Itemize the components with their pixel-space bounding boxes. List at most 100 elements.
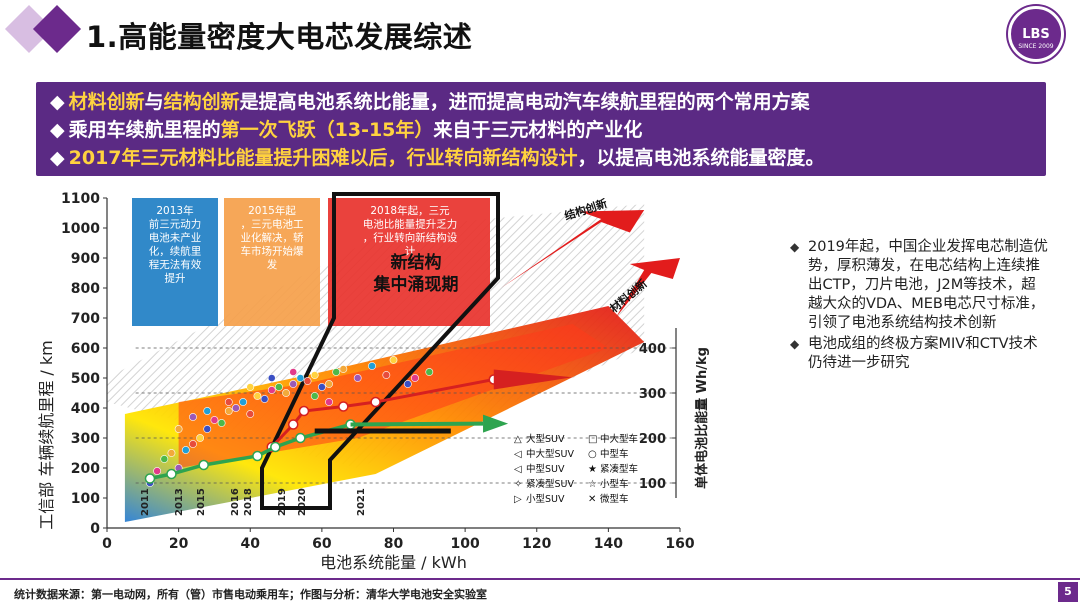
vehicle-point — [267, 386, 276, 394]
region-label-line2: 集中涌现期 — [373, 274, 459, 295]
vehicle-point — [246, 410, 255, 418]
legend-symbol: △ — [514, 434, 522, 445]
red-series-arrowhead — [493, 369, 573, 390]
vehicle-point — [339, 365, 348, 373]
vehicle-point — [289, 368, 298, 376]
legend-symbol: ☆ — [588, 479, 597, 490]
bullet-part: 新结构设计 — [482, 147, 578, 169]
year-label: 2011 — [140, 488, 151, 516]
page-title: 1.高能量密度大电芯发展综述 — [86, 20, 473, 54]
side-note-1: ◆ 2019年起，中国企业发挥电芯制造优势，厚积薄发，在电芯结构上连续推出CTP，… — [788, 238, 1048, 333]
vehicle-point — [310, 371, 319, 379]
y2-tick-label: 400 — [639, 342, 666, 357]
vehicle-point — [153, 467, 162, 475]
year-label: 2020 — [297, 488, 308, 516]
green-series-point — [166, 468, 177, 480]
legend-label: 大型SUV — [526, 433, 565, 445]
side-note-2-text: 电池成组的终极方案MIV和CTV技术仍待进一步研究 — [808, 336, 1038, 371]
vehicle-point — [267, 374, 276, 382]
green-series-point — [144, 473, 156, 484]
page-number: 5 — [1058, 582, 1078, 602]
vehicle-point — [189, 440, 197, 448]
bullet-line-1: ◆ 材料创新与结构创新是提高电池系统比能量，进而提高电动汽车续航里程的两个常用方案 — [50, 88, 1032, 116]
vehicle-point — [317, 383, 326, 391]
side-note-1-text: 2019年起，中国企业发挥电芯制造优势，厚积薄发，在电芯结构上连续推出CTP，刀… — [808, 239, 1048, 331]
chart-svg: 2013年前三元动力电池未产业化，续航里程无法有效提升 2015年起，三元电池工业… — [37, 191, 710, 572]
legend-symbol: ◁ — [514, 449, 522, 460]
vehicle-point — [174, 425, 183, 433]
vehicle-point — [425, 368, 434, 376]
y2-axis-label: 单体电池比能量 Wh/kg — [694, 347, 710, 489]
vehicle-point — [224, 398, 233, 406]
legend-symbol: ○ — [588, 449, 597, 460]
legend-label: 小型车 — [600, 478, 629, 490]
green-series-point — [295, 432, 306, 444]
vehicle-point — [189, 413, 197, 421]
x-tick-label: 0 — [102, 536, 112, 552]
green-series-point — [198, 459, 209, 471]
structure-innovation-arrow — [500, 210, 645, 288]
annotation-box-1 — [132, 198, 218, 326]
vehicle-point — [389, 356, 398, 364]
x-tick-label: 140 — [594, 536, 623, 552]
annotation-text-3: 2018年起，三元电池比能量提升乏力，行业转向新结构设计 — [363, 204, 458, 258]
bullet-part: 乘用车续航里程的 — [68, 119, 221, 141]
summary-bullets: ◆ 材料创新与结构创新是提高电池系统比能量，进而提高电动汽车续航里程的两个常用方案… — [36, 82, 1046, 176]
legend-symbol: ◁ — [514, 464, 522, 475]
legend-symbol: ▷ — [514, 494, 522, 505]
vehicle-point — [167, 449, 176, 457]
bullet-3-text: 2017年三元材料比能量提升困难以后，行业转向新结构设计，以提高电池系统能量密度… — [69, 147, 825, 169]
x-tick-label: 80 — [384, 536, 404, 552]
x-tick-label: 60 — [312, 536, 332, 552]
annotation-box-3 — [328, 198, 490, 326]
year-label: 2013 — [174, 488, 185, 516]
legend-label: 紧凑型车 — [600, 463, 638, 475]
annotation-box-2 — [224, 198, 320, 326]
green-series-point — [270, 441, 281, 453]
y-tick-label: 600 — [71, 341, 100, 357]
vehicle-point — [289, 380, 298, 388]
note-diamond-icon: ◆ — [790, 240, 800, 254]
annotation-text-1: 2013年前三元动力电池未产业化，续航里程无法有效提升 — [149, 204, 202, 285]
side-note-2: ◆ 电池成组的终极方案MIV和CTV技术仍待进一步研究 — [788, 335, 1048, 373]
x-tick-label: 160 — [665, 536, 694, 552]
vehicle-point — [160, 455, 169, 463]
x-tick-label: 120 — [522, 536, 551, 552]
legend-symbol: ✧ — [514, 479, 522, 490]
legend-label: 中型车 — [600, 448, 629, 460]
red-series-point — [287, 419, 299, 430]
lbs-logo-since: SINCE 2009 — [1018, 43, 1054, 50]
vehicle-point — [260, 395, 269, 403]
side-notes: ◆ 2019年起，中国企业发挥电芯制造优势，厚积薄发，在电芯结构上连续推出CTP，… — [788, 238, 1048, 375]
x-tick-label: 100 — [451, 536, 480, 552]
vehicle-point — [203, 425, 212, 433]
legend-symbol: □ — [588, 434, 597, 445]
y-axis-label: 工信部 车辆续航里程 / km — [37, 340, 56, 530]
vehicle-point — [203, 407, 212, 415]
bullet-part: 结构创新 — [163, 91, 240, 113]
vehicle-point — [310, 392, 319, 400]
green-arrow-shaft — [350, 421, 484, 427]
vehicle-point — [181, 446, 190, 454]
legend-label: 中型SUV — [526, 463, 565, 475]
vehicle-point — [382, 371, 391, 379]
bullet-diamond-icon: ◆ — [50, 91, 65, 113]
logo-diamond-dark — [32, 4, 82, 54]
y-tick-label: 1000 — [61, 221, 100, 237]
year-label: 2021 — [356, 488, 367, 516]
year-label: 2018 — [243, 488, 254, 516]
y2-tick-label: 100 — [639, 477, 666, 492]
y-tick-label: 200 — [71, 461, 100, 477]
x-axis-label: 电池系统能量 / kWh — [320, 553, 467, 572]
bullet-line-2: ◆ 乘用车续航里程的第一次飞跃（13-15年）来自于三元材料的产业化 — [50, 116, 1032, 144]
footer-source: 统计数据来源：第一电动网，所有（管）市售电动乘用车；作图与分析：清华大学电池安全… — [14, 588, 487, 601]
vehicle-point — [217, 419, 226, 427]
y2-tick-label: 300 — [639, 387, 666, 402]
footer-rule — [0, 578, 1080, 580]
y-tick-label: 100 — [71, 491, 100, 507]
vehicle-point — [325, 398, 333, 406]
legend-label: 小型SUV — [526, 494, 565, 505]
y-tick-label: 1100 — [61, 191, 100, 207]
y-tick-label: 400 — [71, 401, 100, 417]
bullet-diamond-icon: ◆ — [50, 147, 65, 169]
